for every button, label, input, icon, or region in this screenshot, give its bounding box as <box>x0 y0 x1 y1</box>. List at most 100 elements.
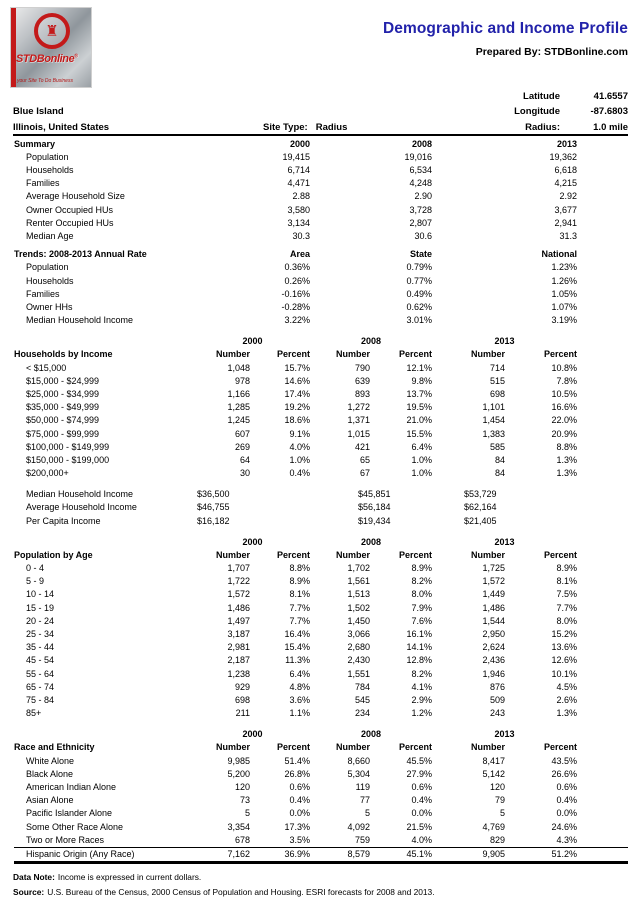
age-table: 2000 2008 2013 Population by Age Number … <box>14 528 628 721</box>
age-header-row: Population by Age Number Percent Number … <box>14 549 628 562</box>
value-cell: 9,985 <box>227 755 250 766</box>
value-cell: 0.4% <box>556 795 577 806</box>
value-cell: 12.6% <box>551 655 577 666</box>
location-row: Blue Island Longitude -87.6803 <box>13 102 628 117</box>
value-cell: 8.9% <box>411 562 432 573</box>
value-cell: 4,215 <box>554 178 577 189</box>
value-cell: 0.4% <box>289 795 310 806</box>
spacer-cell <box>577 441 628 454</box>
table-row: 20 - 24 1,497 7.7% 1,450 7.6% 1,544 8.0% <box>14 615 628 628</box>
value-cell: 9.1% <box>289 428 310 439</box>
location-row: Illinois, United States Site Type: Radiu… <box>13 117 628 133</box>
row-label: Families <box>26 288 60 299</box>
value-cell: 829 <box>489 834 505 845</box>
value-cell: 65 <box>359 454 370 465</box>
value-cell: 77 <box>359 795 370 806</box>
row-label: Some Other Race Alone <box>26 821 124 832</box>
column-header: Percent <box>398 742 432 753</box>
value-cell: 585 <box>489 441 505 452</box>
column-header: Number <box>335 742 370 753</box>
value-cell: 30.3 <box>292 230 310 241</box>
value-cell: 4.0% <box>411 834 432 845</box>
spacer-cell <box>577 327 628 348</box>
value-cell: 21.5% <box>406 821 432 832</box>
value-cell: 1.0% <box>411 454 432 465</box>
value-cell: 30.6 <box>414 230 432 241</box>
table-row: Hispanic Origin (Any Race) 7,162 36.9% 8,57… <box>14 847 628 863</box>
value-cell: 17.3% <box>284 821 310 832</box>
value-cell: 5 <box>364 808 370 819</box>
spacer-cell <box>577 528 628 549</box>
value-cell: 0.77% <box>406 275 432 286</box>
table-row: White Alone 9,985 51.4% 8,660 45.5% 8,417 43.5… <box>14 755 628 768</box>
value-cell: 509 <box>489 695 505 706</box>
value-cell: 7.9% <box>411 602 432 613</box>
age-rows: 0 - 4 1,707 8.8% 1,702 8.9% 1,725 8.9% 5 - 9 1,7… <box>14 562 628 720</box>
spacer-cell <box>577 588 628 601</box>
column-header: Percent <box>276 549 310 560</box>
spacer-cell <box>577 628 628 641</box>
spacer-cell <box>577 834 628 848</box>
value-cell: 784 <box>354 681 370 692</box>
value-cell: 876 <box>489 681 505 692</box>
value-cell: 0.0% <box>289 808 310 819</box>
value-cell: 1,048 <box>227 362 250 373</box>
value-cell: 1.23% <box>551 262 577 273</box>
column-header: Number <box>215 549 250 560</box>
footnotes: Data Note: Income is expressed in curren… <box>13 867 628 897</box>
table-row: Households 0.26% 0.77% 1.26% <box>14 275 628 288</box>
spacer-cell <box>577 847 628 863</box>
table-row: 85+ 211 1.1% 234 1.2% 243 1.3% <box>14 707 628 720</box>
year-header: 2013 <box>494 336 515 347</box>
value-cell: 211 <box>235 708 250 719</box>
value-cell: 3.19% <box>551 315 577 326</box>
spacer-cell <box>577 549 628 562</box>
value-cell: 7.5% <box>556 589 577 600</box>
spacer-cell <box>577 217 628 230</box>
spacer-cell <box>577 454 628 467</box>
table-row: 10 - 14 1,572 8.1% 1,513 8.0% 1,449 7.5% <box>14 588 628 601</box>
row-label: $200,000+ <box>26 468 69 479</box>
value-cell: 8.0% <box>556 615 577 626</box>
value-cell: 1,449 <box>482 589 505 600</box>
site-name: Blue Island <box>13 106 64 117</box>
value-cell: 6,714 <box>287 164 310 175</box>
value-cell: 51.4% <box>284 755 310 766</box>
value-cell: 4,092 <box>347 821 370 832</box>
value-cell: 1.0% <box>411 468 432 479</box>
spacer-cell <box>577 654 628 667</box>
value-cell: 7.7% <box>289 602 310 613</box>
value-cell: 5 <box>499 808 505 819</box>
source-label: Source: <box>13 887 45 898</box>
value-cell: 1.05% <box>551 288 577 299</box>
value-cell: 2.90 <box>414 191 432 202</box>
value-cell: 421 <box>354 441 370 452</box>
spacer-cell <box>577 562 628 575</box>
year-header: 2008 <box>360 536 382 547</box>
table-row: Median Age 30.3 30.6 31.3 <box>14 230 628 243</box>
value-cell: 1,572 <box>482 576 505 587</box>
income-table: 2000 2008 2013 Households by Income Numb… <box>14 327 628 527</box>
value-cell: 2.92 <box>559 191 577 202</box>
value-cell: 5,200 <box>227 768 250 779</box>
value-cell: 120 <box>489 782 505 793</box>
table-row: Median Household Income 3.22% 3.01% 3.19% <box>14 314 628 327</box>
spacer-cell <box>14 327 195 348</box>
spacer-cell <box>577 668 628 681</box>
value-cell: 7,162 <box>195 847 250 863</box>
row-label: Families <box>26 178 60 189</box>
spacer-cell <box>577 314 628 327</box>
row-label: Average Household Size <box>26 191 125 202</box>
value-cell: 10.1% <box>551 668 577 679</box>
prepared-by: Prepared By: STDBonline.com <box>475 46 628 58</box>
row-label: Owner Occupied HUs <box>26 204 114 215</box>
value-cell: 3,066 <box>347 629 370 639</box>
value-cell: 22.0% <box>551 415 577 426</box>
value-cell: 698 <box>234 695 250 706</box>
location-block: Latitude 41.6557 Blue Island Longitude -… <box>13 86 628 133</box>
value-cell: 6,534 <box>409 164 432 175</box>
row-label: 10 - 14 <box>26 589 55 600</box>
table-row: Population 19,415 19,016 19,362 <box>14 151 628 164</box>
value-cell: 120 <box>234 782 250 793</box>
value-cell: 19,362 <box>549 151 577 162</box>
